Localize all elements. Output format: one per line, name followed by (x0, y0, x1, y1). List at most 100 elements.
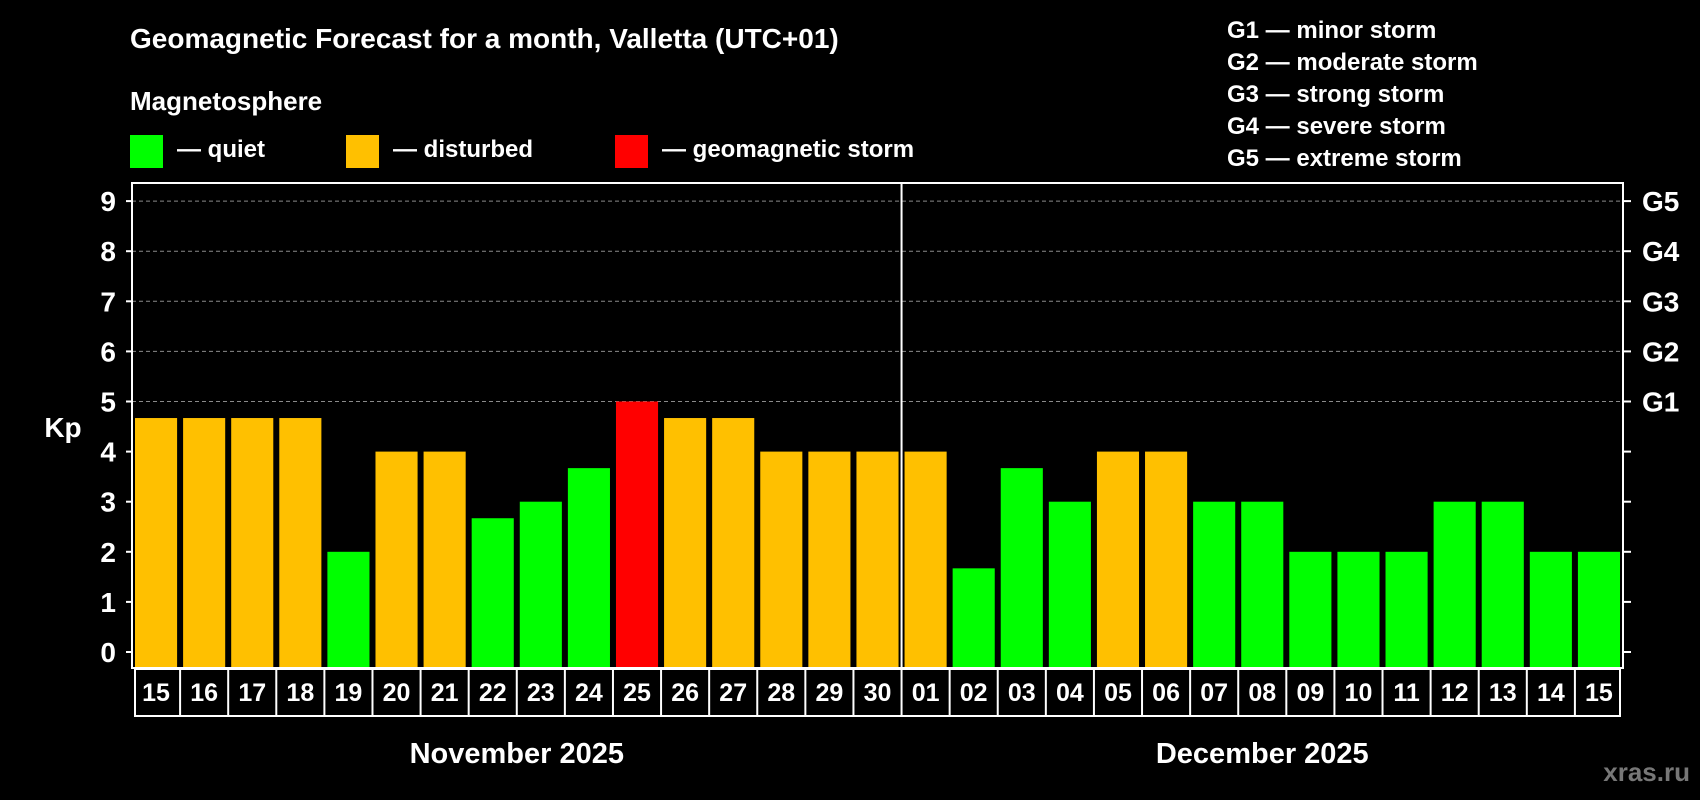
day-label-15: 29 (815, 679, 843, 707)
day-label-5: 19 (335, 679, 363, 707)
y-tick-label-0: 0 (100, 637, 116, 668)
bar-3 (231, 418, 274, 668)
bar-31 (1577, 551, 1620, 668)
storm-scale-g4: G4 — severe storm (1227, 113, 1446, 140)
day-label-26: 10 (1345, 679, 1373, 707)
storm-scale-g3: G3 — strong storm (1227, 81, 1444, 108)
day-label-13: 27 (719, 679, 747, 707)
legend-title: Magnetosphere (130, 86, 322, 116)
day-label-23: 07 (1200, 679, 1228, 707)
chart-title: Geomagnetic Forecast for a month, Vallet… (130, 23, 839, 54)
bar-6 (375, 451, 418, 668)
bar-13 (712, 418, 755, 668)
bar-7 (423, 451, 466, 668)
legend-label-quiet: — quiet (177, 136, 265, 163)
bar-23 (1193, 501, 1236, 668)
storm-scale-g5: G5 — extreme storm (1227, 145, 1462, 172)
bar-5 (327, 551, 370, 668)
bar-20 (1048, 501, 1091, 668)
day-label-31: 15 (1585, 679, 1613, 707)
day-label-28: 12 (1441, 679, 1469, 707)
bar-24 (1241, 501, 1284, 668)
month-labels: November 2025 December 2025 (410, 738, 1369, 770)
right-tick-label-g5: G5 (1642, 186, 1679, 217)
day-label-2: 16 (190, 679, 218, 707)
bars (135, 401, 1620, 668)
y-tick-label-3: 3 (100, 487, 116, 518)
y-tick-label-7: 7 (100, 286, 116, 317)
right-tick-label-g3: G3 (1642, 286, 1679, 317)
bar-14 (760, 451, 803, 668)
bar-16 (856, 451, 899, 668)
bar-18 (952, 568, 995, 668)
month-label-2: December 2025 (1156, 738, 1369, 770)
day-label-9: 23 (527, 679, 555, 707)
bar-2 (183, 418, 226, 668)
legend-swatch-quiet (130, 135, 163, 168)
right-tick-label-g1: G1 (1642, 387, 1679, 418)
bar-8 (471, 518, 514, 668)
day-label-3: 17 (238, 679, 266, 707)
bar-30 (1529, 551, 1572, 668)
storm-scale-g1: G1 — minor storm (1227, 17, 1436, 44)
bar-10 (567, 468, 610, 668)
day-label-11: 25 (623, 679, 651, 707)
day-label-row: 15 16 17 18 19 20 21 22 23 24 25 26 27 28 29 30 01 02 03 04… (134, 668, 1621, 717)
day-label-16: 30 (864, 679, 892, 707)
day-label-20: 04 (1056, 679, 1084, 707)
y-tick-label-6: 6 (100, 336, 116, 367)
storm-scale-g2: G2 — moderate storm (1227, 49, 1478, 76)
bar-1 (135, 418, 178, 668)
day-label-1: 15 (142, 679, 170, 707)
bar-25 (1289, 551, 1332, 668)
legend-label-storm: — geomagnetic storm (662, 136, 914, 163)
y-tick-label-2: 2 (100, 537, 116, 568)
bar-12 (664, 418, 707, 668)
day-label-12: 26 (671, 679, 699, 707)
day-label-27: 11 (1393, 679, 1420, 707)
bar-4 (279, 418, 322, 668)
day-label-22: 06 (1152, 679, 1180, 707)
bar-21 (1096, 451, 1140, 668)
month-label-1: November 2025 (410, 738, 624, 770)
day-label-30: 14 (1537, 679, 1565, 707)
y-axis-label: Kp (44, 412, 81, 443)
day-label-21: 05 (1104, 679, 1132, 707)
day-label-29: 13 (1489, 679, 1517, 707)
day-label-10: 24 (575, 679, 603, 707)
y-tick-label-8: 8 (100, 236, 116, 267)
storm-scale-key: G1 — minor storm G2 — moderate storm G3 … (1227, 17, 1478, 172)
day-label-19: 03 (1008, 679, 1036, 707)
y-tick-label-1: 1 (100, 587, 116, 618)
watermark: xras.ru (1603, 757, 1690, 787)
bar-27 (1385, 551, 1428, 668)
day-label-6: 20 (383, 679, 411, 707)
right-tick-label-g2: G2 (1642, 336, 1679, 367)
bar-15 (808, 451, 851, 668)
day-row-box (134, 668, 1621, 717)
right-tick-label-g4: G4 (1642, 236, 1680, 267)
bar-19 (1000, 468, 1043, 668)
y-tick-label-9: 9 (100, 186, 116, 217)
legend: — quiet — disturbed — geomagnetic storm (130, 135, 914, 168)
bar-29 (1481, 501, 1524, 668)
bar-22 (1145, 451, 1188, 668)
legend-label-disturbed: — disturbed (393, 136, 533, 163)
bar-26 (1337, 551, 1380, 668)
day-label-18: 02 (960, 679, 988, 707)
bar-17 (904, 451, 947, 668)
day-label-14: 28 (767, 679, 795, 707)
axes: 0 1 2 3 4 5 6 7 8 9 G1 G2 G3 G4 G5 (100, 182, 1680, 669)
legend-swatch-storm (615, 135, 648, 168)
legend-swatch-disturbed (346, 135, 379, 168)
y-tick-label-5: 5 (100, 387, 116, 418)
bar-28 (1433, 501, 1476, 668)
day-label-17: 01 (912, 679, 940, 707)
bar-9 (519, 501, 562, 668)
day-label-24: 08 (1248, 679, 1276, 707)
y-tick-label-4: 4 (100, 437, 116, 468)
day-label-4: 18 (286, 679, 314, 707)
day-label-7: 21 (431, 679, 459, 707)
day-label-8: 22 (479, 679, 507, 707)
